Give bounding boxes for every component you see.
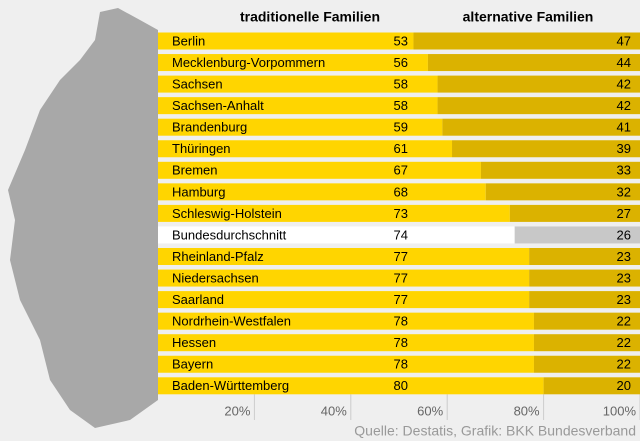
value-label: 20 [617, 378, 631, 393]
category-label: Rheinland-Pfalz [172, 249, 264, 264]
value-label: 74 [394, 227, 408, 242]
value-label: 67 [394, 163, 408, 178]
map-silhouette [8, 8, 158, 428]
bar-segment [158, 248, 530, 265]
category-label: Niedersachsen [172, 270, 259, 285]
bar-segment [485, 183, 640, 201]
value-label: 42 [617, 77, 631, 92]
category-label: Saarland [172, 292, 224, 307]
bar-segment [158, 334, 534, 352]
bar-segment [509, 204, 640, 222]
value-label: 42 [617, 98, 631, 113]
bar-segment [427, 54, 640, 72]
category-label: Schleswig-Holstein [172, 206, 282, 221]
category-label: Sachsen-Anhalt [172, 98, 264, 113]
value-label: 33 [617, 163, 631, 178]
category-label: Bundesdurchschnitt [172, 227, 287, 242]
bar-segment [158, 226, 515, 244]
value-label: 77 [394, 249, 408, 264]
value-label: 22 [617, 357, 631, 372]
value-label: 32 [617, 184, 631, 199]
bar-segment [452, 140, 640, 158]
value-label: 58 [394, 77, 408, 92]
value-label: 78 [394, 314, 408, 329]
value-label: 47 [617, 33, 631, 48]
bar-segment [514, 226, 640, 244]
category-label: Sachsen [172, 77, 223, 92]
bar-segment [533, 334, 640, 352]
value-label: 59 [394, 120, 408, 135]
bar-segment [158, 118, 443, 136]
bar-segment [158, 54, 428, 72]
category-label: Hessen [172, 335, 216, 350]
bar-segment [158, 377, 544, 395]
series-header: traditionelle Familien [240, 9, 380, 25]
category-label: Thüringen [172, 141, 231, 156]
value-label: 73 [394, 206, 408, 221]
value-label: 80 [394, 378, 408, 393]
bar-segment [437, 97, 640, 115]
value-label: 39 [617, 141, 631, 156]
bar-segment [158, 312, 534, 330]
x-tick-label: 100% [603, 403, 637, 418]
value-label: 78 [394, 357, 408, 372]
category-label: Brandenburg [172, 120, 247, 135]
bar-segment [442, 118, 640, 136]
value-label: 61 [394, 141, 408, 156]
category-label: Mecklenburg-Vorpommern [172, 55, 325, 70]
value-label: 68 [394, 184, 408, 199]
bar-segment [158, 355, 534, 373]
value-label: 41 [617, 120, 631, 135]
value-label: 56 [394, 55, 408, 70]
category-label: Nordrhein-Westfalen [172, 314, 291, 329]
x-tick-label: 40% [321, 403, 347, 418]
bar-segment [158, 75, 438, 93]
value-label: 23 [617, 249, 631, 264]
bar-segment [158, 161, 481, 179]
bar-segment [158, 32, 414, 50]
bar-segment [543, 377, 640, 395]
value-label: 27 [617, 206, 631, 221]
value-label: 77 [394, 292, 408, 307]
value-label: 77 [394, 270, 408, 285]
series-header: alternative Familien [463, 9, 594, 25]
bar-segment [529, 248, 640, 265]
bar-segment [158, 97, 438, 115]
x-tick-label: 80% [514, 403, 540, 418]
bar-segment [158, 291, 530, 309]
bar-segment [413, 32, 640, 50]
bar-segment [437, 75, 640, 93]
value-label: 44 [617, 55, 631, 70]
value-label: 22 [617, 314, 631, 329]
bar-segment [533, 312, 640, 330]
bar-segment [529, 291, 640, 309]
category-label: Bayern [172, 357, 213, 372]
value-label: 53 [394, 33, 408, 48]
bar-segment [533, 355, 640, 373]
bar-segment [158, 269, 530, 287]
bar-segment [158, 183, 486, 201]
category-label: Baden-Württemberg [172, 378, 289, 393]
value-label: 23 [617, 270, 631, 285]
value-label: 22 [617, 335, 631, 350]
bar-segment [480, 161, 640, 179]
bar-segment [158, 204, 510, 222]
value-label: 26 [617, 227, 631, 242]
category-label: Berlin [172, 33, 205, 48]
x-tick-label: 60% [417, 403, 443, 418]
value-label: 78 [394, 335, 408, 350]
source: Quelle: Destatis, Grafik: BKK Bundesverb… [354, 423, 636, 439]
value-label: 23 [617, 292, 631, 307]
value-label: 58 [394, 98, 408, 113]
category-label: Hamburg [172, 184, 225, 199]
x-tick-label: 20% [224, 403, 250, 418]
bar-segment [529, 269, 640, 287]
category-label: Bremen [172, 163, 218, 178]
bar-segment [158, 140, 453, 158]
